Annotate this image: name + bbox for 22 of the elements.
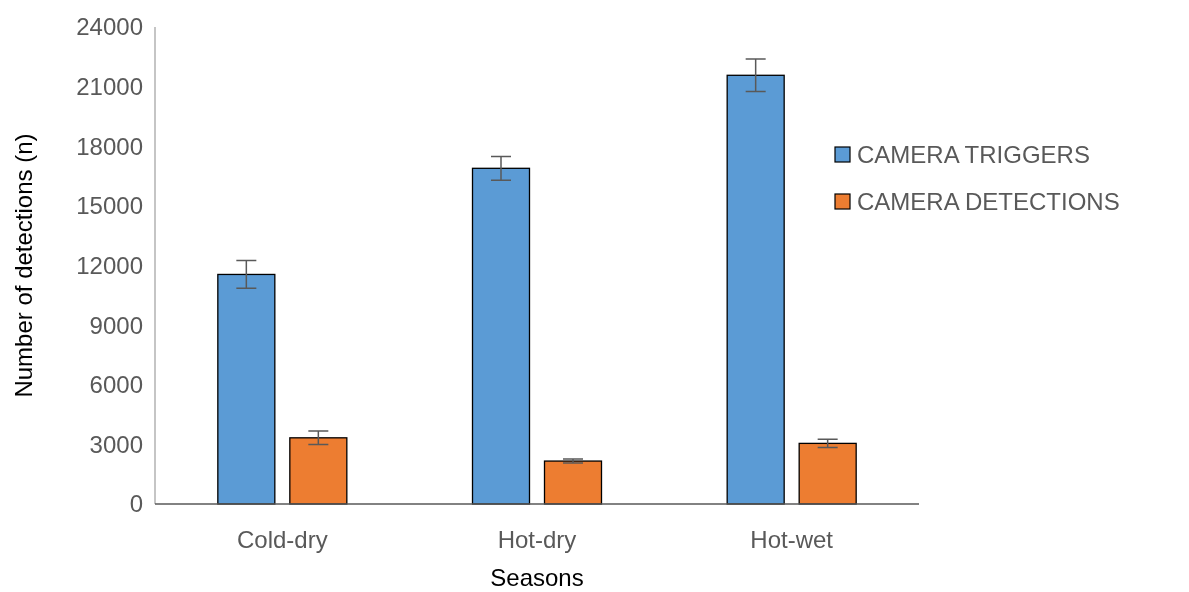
y-tick-label: 3000 <box>89 430 143 458</box>
y-tick-label: 21000 <box>76 73 143 101</box>
y-tick-label: 6000 <box>89 371 143 399</box>
x-tick-label: Cold-dry <box>236 526 328 553</box>
bar <box>543 460 603 505</box>
x-tick-label: Hot-dry <box>497 526 577 553</box>
x-tick-label: Hot-wet <box>750 526 834 553</box>
bar <box>798 442 857 505</box>
y-tick-label: 15000 <box>76 192 143 220</box>
bar <box>471 167 531 505</box>
y-tick-label: 24000 <box>76 13 143 41</box>
bar <box>289 437 348 505</box>
bar <box>726 74 785 505</box>
y-tick-label: 12000 <box>76 251 143 279</box>
bar <box>217 273 276 505</box>
y-tick-label: 18000 <box>76 132 143 160</box>
y-tick-label: 9000 <box>89 311 143 339</box>
legend-label: CAMERA TRIGGERS <box>857 141 1090 169</box>
legend-label: CAMERA DETECTIONS <box>857 188 1120 216</box>
x-axis-title: Seasons <box>490 564 584 591</box>
y-axis-title: Number of detections (n) <box>10 133 37 398</box>
y-tick-label: 0 <box>129 490 143 518</box>
